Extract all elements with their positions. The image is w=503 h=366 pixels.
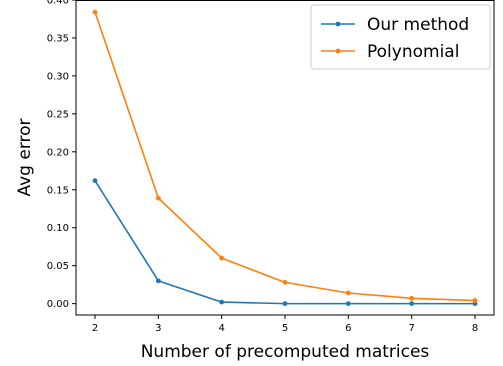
data-point bbox=[409, 301, 415, 307]
data-point bbox=[345, 301, 351, 307]
x-tick-label: 3 bbox=[155, 323, 161, 334]
y-tick-label: 0.30 bbox=[47, 71, 69, 82]
y-tick-label: 0.25 bbox=[47, 109, 69, 120]
y-axis-label: Avg error bbox=[15, 118, 35, 196]
y-tick-label: 0.00 bbox=[47, 299, 69, 310]
data-point bbox=[282, 301, 288, 307]
x-tick-label: 6 bbox=[345, 323, 351, 334]
data-point bbox=[219, 255, 225, 261]
legend-label: Our method bbox=[367, 15, 469, 35]
y-tick-label: 0.40 bbox=[47, 0, 69, 7]
y-tick-label: 0.15 bbox=[47, 185, 69, 196]
data-point bbox=[155, 195, 161, 201]
data-point bbox=[92, 9, 98, 15]
x-tick-label: 4 bbox=[218, 323, 224, 334]
y-tick-label: 0.10 bbox=[47, 223, 69, 234]
data-point bbox=[409, 295, 415, 301]
legend-label: Polynomial bbox=[367, 42, 459, 62]
series-line-0 bbox=[94, 180, 475, 305]
data-point bbox=[155, 278, 161, 284]
y-tick-label: 0.05 bbox=[47, 261, 69, 272]
legend-box bbox=[310, 4, 491, 70]
data-point bbox=[219, 299, 225, 305]
x-tick-label: 2 bbox=[92, 323, 98, 334]
x-tick-label: 5 bbox=[282, 323, 288, 334]
legend: Our method Polynomial bbox=[310, 4, 491, 70]
y-tick-label: 0.35 bbox=[47, 33, 69, 44]
x-axis-label: Number of precomputed matrices bbox=[141, 342, 430, 362]
x-axis-ticks: 2 3 4 5 6 7 8 bbox=[92, 315, 478, 334]
data-point bbox=[92, 178, 98, 184]
data-point bbox=[345, 290, 351, 296]
y-axis-ticks: 0.00 0.05 0.10 0.15 0.20 0.25 0.30 0.35 0.40 bbox=[47, 0, 76, 310]
x-tick-label: 8 bbox=[472, 323, 478, 334]
legend-swatch-marker bbox=[335, 21, 341, 27]
data-point bbox=[282, 279, 288, 285]
plot-lines bbox=[92, 9, 478, 307]
y-tick-label: 0.20 bbox=[47, 147, 69, 158]
legend-swatch-marker bbox=[335, 48, 341, 54]
data-point bbox=[472, 298, 478, 303]
x-tick-label: 7 bbox=[408, 323, 414, 334]
